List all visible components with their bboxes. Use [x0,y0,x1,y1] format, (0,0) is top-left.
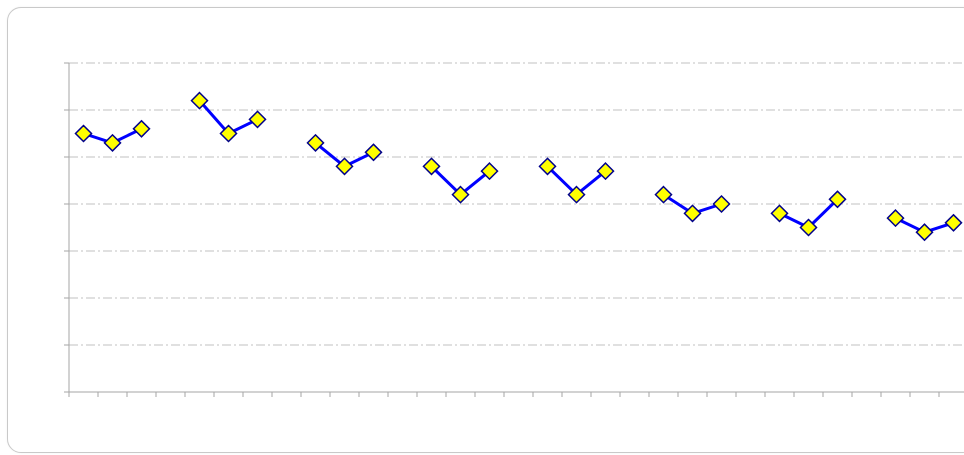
data-point [364,143,383,162]
data-point [683,204,702,223]
data-point [712,194,731,214]
data-point [132,119,151,138]
data-point [596,162,615,181]
data-point [422,157,441,176]
data-point [538,157,557,176]
series-group [74,91,963,242]
data-point [915,223,934,242]
data-point [828,190,847,209]
data-point [770,204,789,223]
data-point [886,209,905,228]
data-point [190,91,209,110]
data-point [219,124,238,143]
data-point [74,124,93,143]
data-point [248,110,267,129]
gridlines [69,62,964,346]
data-point [451,185,470,204]
axes [64,62,964,397]
data-point [335,157,354,176]
data-point [567,185,586,204]
data-point [944,213,963,232]
data-point [103,133,122,152]
data-point [654,185,673,204]
data-point [306,133,325,152]
data-point [799,218,818,237]
data-point [480,162,499,181]
